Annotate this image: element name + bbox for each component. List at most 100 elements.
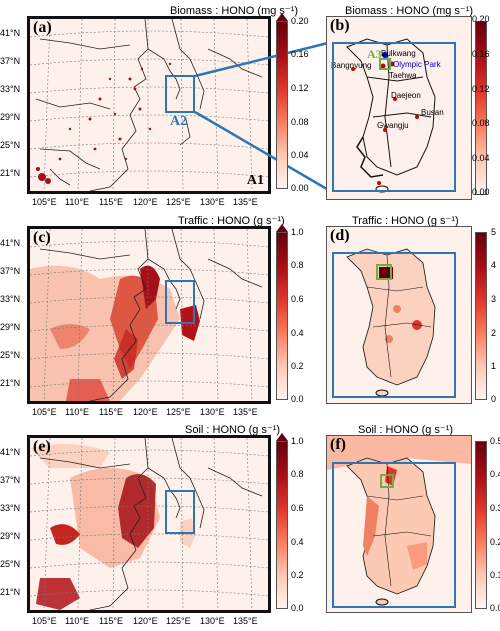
- colorbar-d: [475, 232, 487, 400]
- colorbar-e-tick: 1.0: [291, 436, 304, 446]
- colorbar-d-tick: 4: [491, 260, 497, 270]
- panel-a-map: (a) A1: [27, 16, 271, 194]
- colorbar-b-tick: 0.08: [472, 118, 490, 128]
- panel-b-label: (b): [330, 17, 350, 34]
- lon-tick: 120°E: [133, 197, 158, 207]
- lat-tick: 37°N: [0, 56, 21, 66]
- lat-tick: 33°N: [0, 84, 21, 94]
- colorbar-e-tick: 0.8: [291, 469, 304, 479]
- domain-a1-label: A1: [246, 173, 264, 188]
- colorbar-c-tick: 0.0: [291, 394, 304, 404]
- lat-tick: 37°N: [0, 475, 21, 485]
- lat-tick: 21°N: [0, 587, 21, 597]
- lat-tick: 25°N: [0, 140, 21, 150]
- lon-tick: 115°E: [99, 197, 123, 207]
- lon-tick: 135°E: [233, 197, 258, 207]
- panel-d-label: (d): [330, 227, 350, 244]
- colorbar-e-tick: 0.2: [291, 570, 304, 580]
- panel-a-label: (a): [33, 19, 52, 36]
- lon-tick: 105°E: [32, 407, 57, 417]
- lat-tick: 41°N: [0, 238, 21, 248]
- lon-tick: 110°E: [65, 407, 89, 417]
- colorbar-f-tick: 0.5: [490, 436, 500, 446]
- colorbar-f-tick: 0.3: [490, 503, 500, 513]
- colorbar-a-tick: 0.20: [291, 16, 309, 26]
- domain-a2-box-b: [332, 42, 456, 192]
- colorbar-a-tick: 0.16: [291, 49, 309, 59]
- lat-tick: 41°N: [0, 28, 21, 38]
- colorbar-e-tick: 0.4: [291, 537, 304, 547]
- colorbar-e-tick: 0.0: [291, 603, 304, 613]
- panel-f-svg: [327, 436, 471, 606]
- panel-f-map: (f): [326, 435, 472, 613]
- colorbar-b-tick: 0.12: [472, 84, 490, 94]
- domain-a2-box-d: [332, 252, 456, 398]
- colorbar-a-tick: 0.12: [291, 83, 309, 93]
- panel-b-svg: [346, 38, 436, 193]
- colorbar-b-tick: 0.16: [472, 49, 490, 59]
- panel-c-label: (c): [33, 229, 51, 246]
- panel-c-title: Traffic : HONO (g s⁻¹): [178, 215, 285, 227]
- panel-e-label: (e): [33, 438, 51, 455]
- colorbar-f-tick: 0.0: [490, 603, 500, 613]
- lat-tick: 33°N: [0, 503, 21, 513]
- panel-d-map: (d): [326, 226, 472, 404]
- city-label: Gwangju: [377, 121, 409, 130]
- colorbar-b: [475, 21, 487, 195]
- biomass-hotspots: [36, 62, 172, 184]
- colorbar-a-tick: 0.00: [291, 183, 309, 193]
- domain-a3-box-d: [376, 264, 392, 280]
- lon-tick: 115°E: [99, 616, 123, 626]
- colorbar-c: [276, 232, 288, 400]
- colorbar-d-tick: 1: [491, 361, 497, 371]
- lon-tick: 110°E: [65, 197, 89, 207]
- colorbar-b-tick: 0.00: [472, 187, 490, 197]
- panel-a-title: Biomass : HONO (mg s⁻¹): [170, 5, 299, 17]
- city-label: Bangnyung: [331, 61, 372, 70]
- city-label: Bulkwang: [381, 49, 416, 58]
- colorbar-c-tick: 1.0: [291, 227, 304, 237]
- colorbar-d-tick: 2: [491, 328, 497, 338]
- domain-a3-box-b: [379, 58, 391, 70]
- panel-d-svg: [346, 248, 436, 397]
- panel-e-svg: [30, 438, 268, 610]
- panel-c-svg: [30, 229, 268, 401]
- lat-tick: 21°N: [0, 378, 21, 388]
- colorbar-e-extend: [276, 433, 288, 441]
- colorbar-e: [276, 441, 288, 609]
- lon-tick: 115°E: [99, 407, 123, 417]
- city-label: Daejeon: [391, 91, 421, 100]
- panel-a-svg: [30, 19, 268, 191]
- panel-d-title: Traffic : HONO (g s⁻¹): [352, 215, 459, 227]
- colorbar-e-tick: 0.6: [291, 503, 304, 513]
- domain-a3-label: A3: [367, 47, 382, 61]
- lon-tick: 105°E: [32, 197, 57, 207]
- lon-tick: 125°E: [166, 407, 191, 417]
- lon-tick: 120°E: [133, 616, 158, 626]
- colorbar-c-tick: 0.2: [291, 361, 304, 371]
- colorbar-b-tick: 0.04: [472, 153, 490, 163]
- colorbar-c-extend: [276, 224, 288, 232]
- lat-tick: 37°N: [0, 266, 21, 276]
- lat-tick: 29°N: [0, 322, 21, 332]
- city-label: Olympic Park: [393, 60, 441, 69]
- lon-tick: 130°E: [200, 197, 225, 207]
- domain-a2-box-e: [165, 490, 195, 534]
- lon-tick: 135°E: [233, 616, 258, 626]
- panel-e-title: Soil : HONO (g s⁻¹): [185, 424, 281, 436]
- lat-tick: 25°N: [0, 350, 21, 360]
- colorbar-a-extend: [276, 13, 288, 21]
- lon-tick: 125°E: [166, 197, 191, 207]
- city-label: Taehwa: [389, 71, 417, 80]
- colorbar-a: [276, 21, 288, 189]
- lon-tick: 120°E: [133, 407, 158, 417]
- lon-tick: 125°E: [166, 616, 191, 626]
- colorbar-f-tick: 0.2: [490, 537, 500, 547]
- colorbar-b-tick: 0.20: [472, 14, 490, 24]
- lat-tick: 33°N: [0, 294, 21, 304]
- colorbar-f: [475, 441, 487, 609]
- colorbar-d-tick: 5: [491, 227, 497, 237]
- domain-a2-box-f: [332, 462, 456, 608]
- colorbar-f-tick: 0.1: [490, 570, 500, 580]
- lon-tick: 110°E: [65, 616, 89, 626]
